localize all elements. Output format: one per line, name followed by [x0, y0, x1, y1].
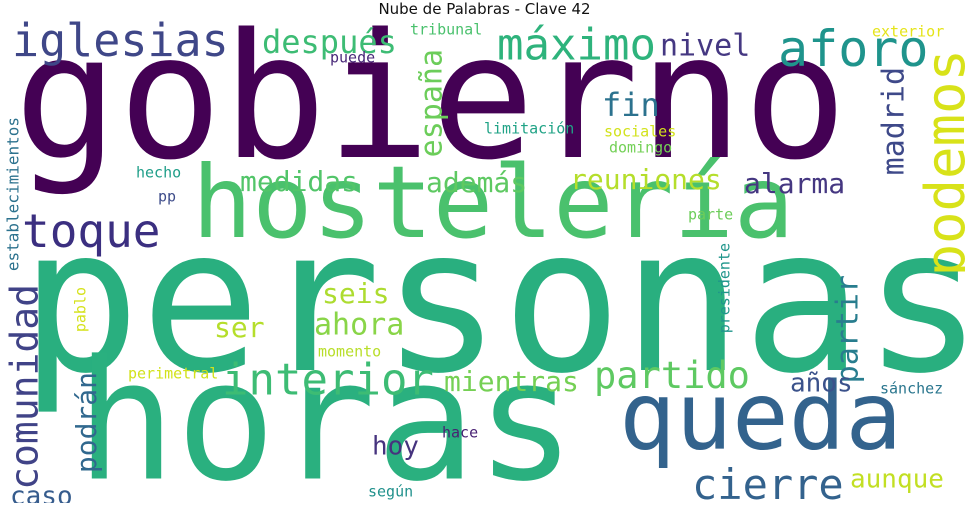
word-tribunal: tribunal: [410, 21, 482, 39]
word-años: años: [790, 368, 853, 398]
word-personas: personas: [20, 185, 965, 418]
word-hace: hace: [442, 424, 478, 442]
word-seis: seis: [322, 277, 389, 310]
word-limitación: limitación: [484, 120, 574, 138]
word-gobierno: gobierno: [14, 19, 847, 198]
word-cierre: cierre: [692, 460, 844, 503]
figure-title: Nube de Palabras - Clave 42: [378, 0, 591, 18]
word-medidas: medidas: [240, 165, 358, 198]
word-exterior: exterior: [872, 23, 944, 41]
word-partir: partir: [830, 275, 865, 383]
word-domingo: domingo: [609, 139, 672, 157]
word-hecho: hecho: [136, 164, 181, 182]
word-podemos: podemos: [914, 49, 965, 277]
word-alarma: alarma: [744, 167, 845, 200]
word-aunque: aunque: [850, 464, 944, 494]
word-ser: ser: [214, 311, 265, 344]
word-además: además: [426, 166, 527, 199]
word-horas: horas: [76, 325, 576, 503]
word-españa: españa: [414, 49, 449, 157]
word-sociales: sociales: [604, 123, 676, 141]
word-caso: caso: [10, 481, 73, 503]
word-después: después: [262, 23, 397, 61]
word-presidente: presidente: [716, 243, 734, 333]
word-máximo: máximo: [497, 19, 656, 70]
word-aforo: aforo: [778, 20, 929, 78]
word-perimetral: perimetral: [128, 365, 218, 383]
word-partido: partido: [594, 354, 750, 397]
word-madrid: madrid: [876, 67, 911, 175]
word-según: según: [368, 483, 413, 501]
word-queda: queda: [619, 362, 902, 471]
word-parte: parte: [688, 206, 733, 224]
word-reuniones: reuniones: [570, 163, 722, 196]
word-toque: toque: [22, 204, 160, 258]
word-ahora: ahora: [314, 307, 404, 342]
word-interior: interior: [222, 354, 434, 405]
word-comunidad: comunidad: [4, 284, 47, 490]
word-pablo: pablo: [72, 287, 90, 332]
word-hoy: hoy: [372, 431, 419, 461]
word-nivel: nivel: [660, 28, 750, 63]
word-iglesias: iglesias: [12, 19, 229, 67]
word-establecimientos: establecimientos: [4, 117, 22, 271]
word-hostelería: hostelería: [192, 144, 794, 261]
word-mientras: mientras: [444, 365, 579, 398]
word-momento: momento: [318, 343, 381, 361]
word-pp: pp: [158, 188, 176, 206]
word-puede: puede: [330, 49, 375, 67]
word-fin: fin: [602, 86, 660, 124]
word-sánchez: sánchez: [880, 380, 943, 398]
word-cloud: personas gobierno horas hostelería queda toqu…: [4, 19, 965, 503]
word-podrán: podrán: [70, 372, 103, 473]
